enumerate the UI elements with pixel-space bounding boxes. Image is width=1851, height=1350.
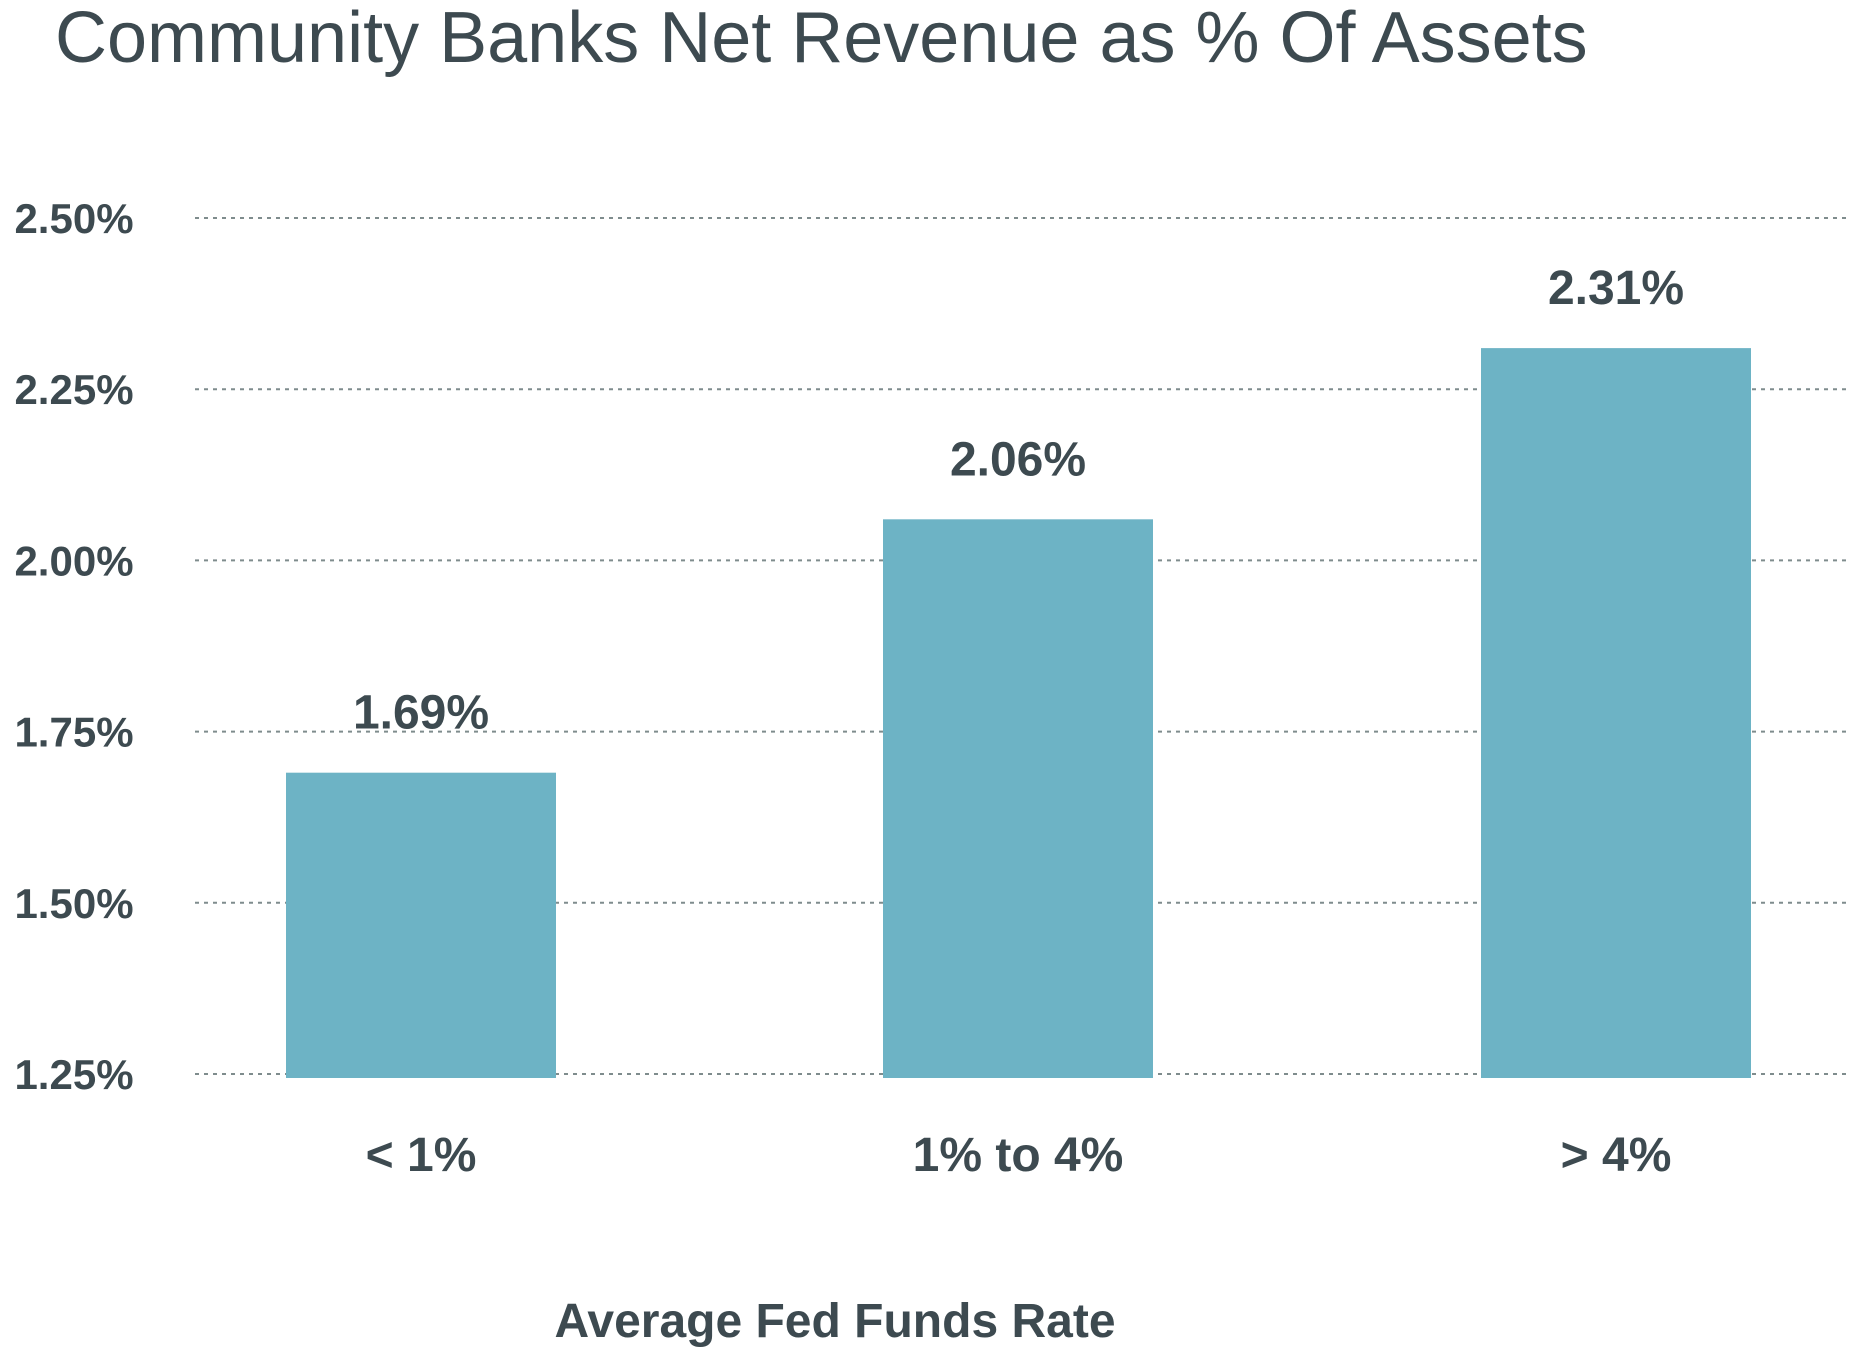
x-category-label: > 4% bbox=[1561, 1129, 1672, 1182]
y-tick-label: 1.75% bbox=[14, 709, 133, 756]
data-label: 2.06% bbox=[950, 433, 1086, 486]
x-category-label: 1% to 4% bbox=[913, 1129, 1124, 1182]
x-axis-title: Average Fed Funds Rate bbox=[554, 1295, 1115, 1348]
bar bbox=[1481, 348, 1751, 1078]
bars bbox=[286, 348, 1751, 1078]
data-label: 1.69% bbox=[353, 687, 489, 740]
y-axis-tick-labels: 1.25% 1.50% 1.75% 2.00% 2.25% 2.50% bbox=[14, 195, 133, 1098]
data-labels: 1.69% 2.06% 2.31% bbox=[353, 262, 1684, 740]
x-axis-category-labels: < 1% 1% to 4% > 4% bbox=[366, 1129, 1672, 1182]
chart-title: Community Banks Net Revenue as % Of Asse… bbox=[55, 0, 1588, 78]
y-tick-label: 2.00% bbox=[14, 537, 133, 584]
y-tick-label: 2.50% bbox=[14, 195, 133, 242]
y-tick-label: 2.25% bbox=[14, 366, 133, 413]
y-tick-label: 1.50% bbox=[14, 880, 133, 927]
data-label: 2.31% bbox=[1548, 262, 1684, 315]
y-tick-label: 1.25% bbox=[14, 1051, 133, 1098]
bar bbox=[286, 772, 556, 1078]
bar bbox=[883, 519, 1153, 1078]
x-category-label: < 1% bbox=[366, 1129, 477, 1182]
